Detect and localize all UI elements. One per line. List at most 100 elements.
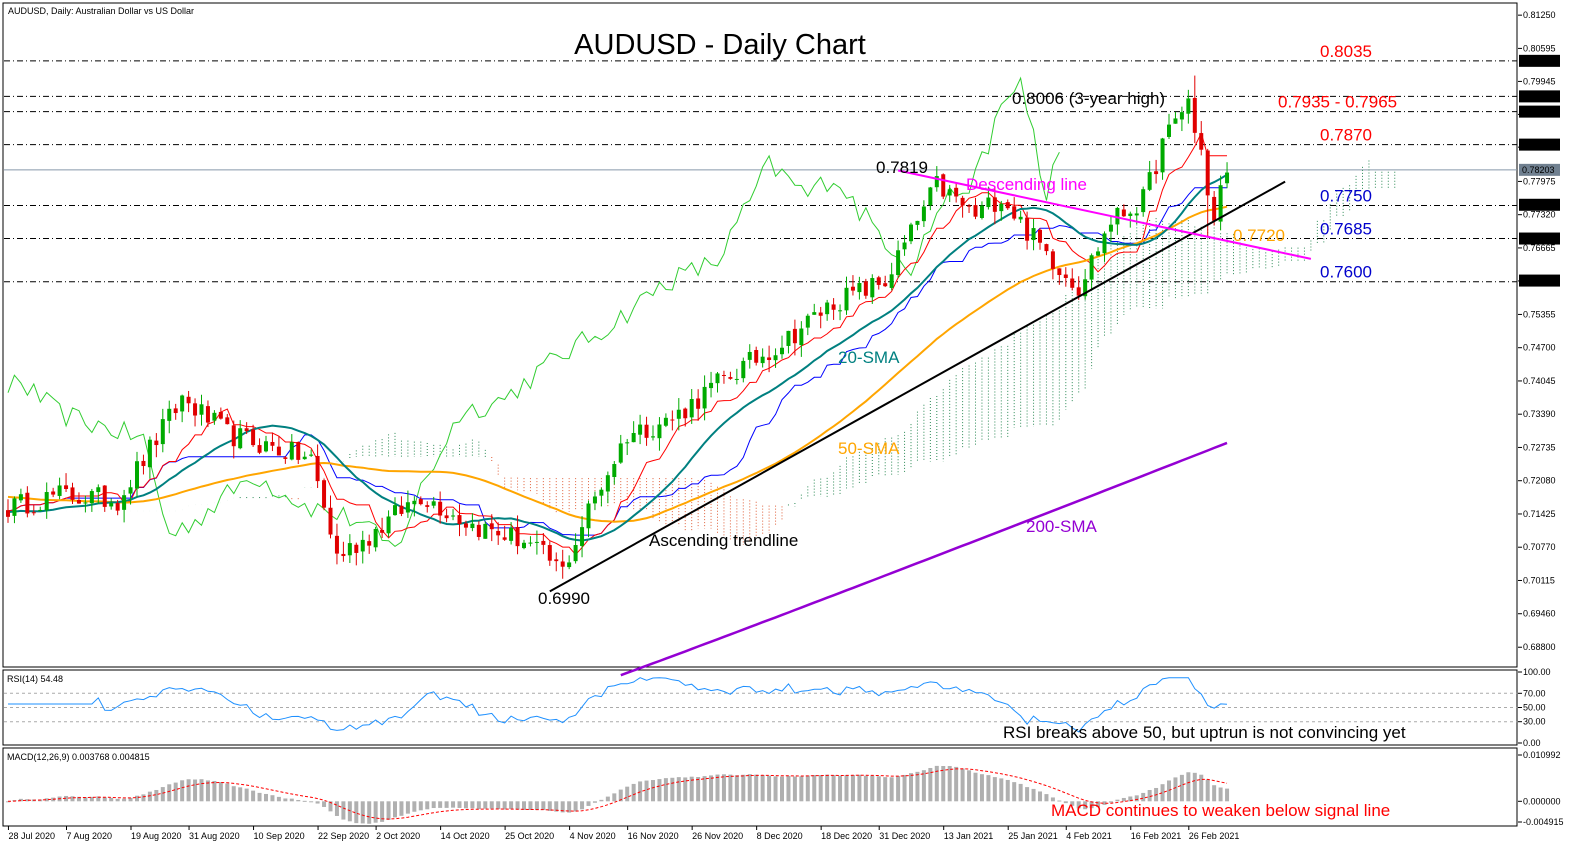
price-tick-label: 0.81250 [1523, 10, 1556, 20]
macd-bar [818, 775, 823, 802]
price-tag-label: 0.80350 [1522, 56, 1555, 66]
macd-bar [605, 796, 610, 802]
candle-body [580, 527, 585, 546]
candle-body [1179, 112, 1184, 120]
macd-bar [1044, 794, 1049, 802]
macd-bar [1025, 787, 1030, 802]
macd-bar [909, 773, 913, 802]
macd-bar [1050, 797, 1055, 802]
macd-bar [451, 801, 456, 808]
price-tick-label: 0.80595 [1523, 43, 1556, 53]
candle-body [38, 509, 43, 511]
candle-body [1070, 278, 1075, 288]
main-pane [2, 2, 1518, 668]
candle-body [489, 523, 494, 530]
price-tick-label: 0.72735 [1523, 442, 1556, 452]
macd-bar [767, 775, 772, 802]
macd-bar [734, 775, 739, 802]
macd-bar [760, 774, 765, 802]
price-tag [1519, 274, 1560, 287]
level-label: 0.7600 [1320, 263, 1372, 282]
candle-body [1205, 150, 1210, 196]
candle-body [102, 485, 107, 507]
macd-bar [599, 799, 604, 802]
candle-body [218, 411, 223, 419]
candle-body [147, 439, 152, 468]
macd-bar [283, 798, 288, 802]
macd-bar [1012, 782, 1017, 802]
candle-body [173, 408, 178, 414]
candle-body [644, 424, 649, 438]
macd-bar [444, 801, 449, 808]
annotation-sma50-value: 0.7720 [1233, 226, 1285, 245]
macd-bar [954, 766, 959, 802]
macd-bar [334, 801, 339, 816]
candle-body [1018, 216, 1023, 220]
macd-bar [264, 793, 268, 802]
macd-pane [2, 747, 1518, 827]
rsi-tick-label: 100.00 [1523, 667, 1551, 677]
macd-bar [341, 801, 346, 820]
macd-bar [541, 801, 546, 810]
price-tag-label: 0.79650 [1522, 91, 1555, 101]
macd-bar [147, 791, 152, 802]
candle-body [367, 541, 372, 546]
macd-bar [347, 801, 352, 822]
macd-bar [102, 797, 107, 802]
macd-bar [973, 772, 978, 802]
price-tag-label: 0.78203 [1522, 165, 1555, 175]
macd-bar [322, 801, 327, 807]
time-axis: 28 Jul 2020 7 Aug 2020 19 Aug 2020 31 Aug 2… [7, 826, 1239, 841]
macd-bar [296, 799, 301, 802]
macd-bar [231, 786, 236, 802]
candle-body [238, 428, 243, 449]
candle-body [741, 360, 746, 379]
candle-body [1089, 255, 1094, 280]
candle-body [1115, 207, 1120, 225]
candle-body [625, 442, 630, 444]
candle-body [1108, 224, 1113, 232]
candle-body [799, 328, 804, 346]
macd-bar [573, 801, 578, 812]
candle-body [70, 487, 75, 500]
macd-bar [463, 801, 468, 809]
macd-bar [838, 775, 843, 802]
candle-body [1038, 229, 1042, 243]
macd-bar [805, 775, 810, 802]
rsi-note: RSI breaks above 50, but uptrun is not c… [1003, 723, 1406, 742]
macd-bar [76, 796, 81, 802]
macd-tick-label: 0.010992 [1523, 750, 1561, 760]
candle-body [986, 197, 991, 208]
candle-body [921, 206, 926, 222]
macd-bar [1192, 772, 1197, 802]
macd-bar [212, 780, 217, 802]
macd-bar [754, 774, 759, 802]
price-tick-label: 0.70770 [1523, 542, 1556, 552]
macd-bar [70, 796, 75, 802]
macd-bar [483, 801, 488, 809]
macd-bar [850, 775, 855, 802]
candle-body [502, 537, 507, 540]
macd-bar [651, 780, 655, 802]
candle-body [592, 496, 597, 504]
candle-body [360, 539, 365, 552]
macd-indicator: MACD(12,26,9) 0.003768 0.004815 MACD cont… [6, 750, 1564, 827]
candle-body [838, 310, 843, 312]
macd-bar [831, 775, 836, 802]
time-tick-label: 4 Feb 2021 [1066, 831, 1112, 841]
candle-body [786, 330, 791, 346]
candle-body [115, 503, 120, 511]
candle-body [328, 507, 333, 535]
rsi-tick-label: 50.00 [1523, 703, 1546, 713]
candle-body [651, 436, 655, 438]
candle-body [683, 408, 688, 419]
candle-body [941, 174, 946, 197]
candle-body [122, 495, 127, 510]
candle-body [160, 419, 165, 445]
kijun-sen-line [7, 187, 1227, 536]
macd-bar [1038, 791, 1042, 802]
macd-bar [941, 766, 946, 802]
candle-body [251, 429, 256, 446]
candle-body [302, 456, 307, 460]
candle-body [483, 523, 488, 539]
